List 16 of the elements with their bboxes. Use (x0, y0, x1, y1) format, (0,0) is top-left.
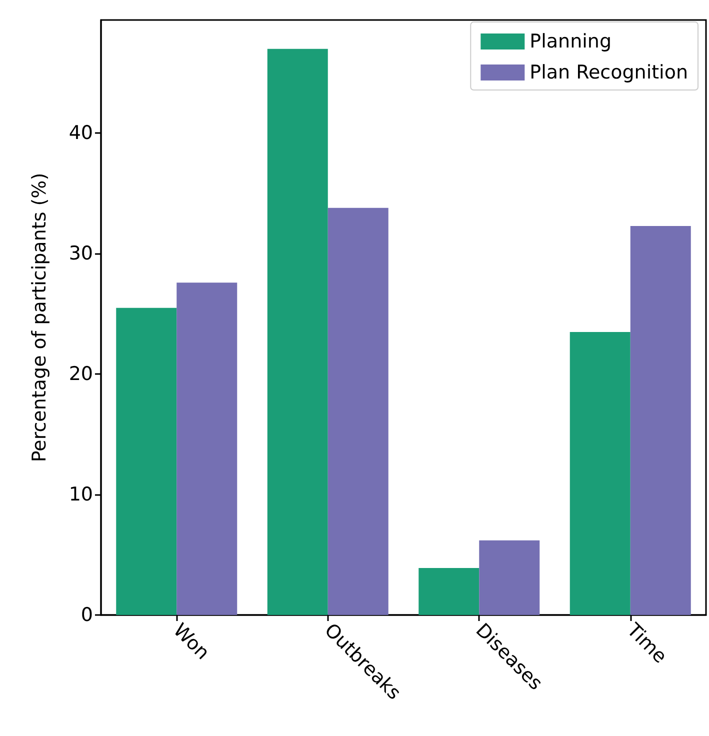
y-tick-label: 30 (68, 242, 93, 265)
bar (479, 540, 540, 615)
bar (570, 332, 630, 615)
legend-label: Planning (530, 30, 612, 52)
bar (116, 308, 177, 615)
y-tick-label: 40 (68, 122, 93, 144)
bar (630, 226, 691, 615)
bar (328, 208, 388, 615)
y-axis-title: Percentage of participants (%) (28, 172, 50, 462)
y-tick-label: 20 (68, 363, 93, 386)
y-tick-label: 0 (80, 604, 93, 626)
y-tick-label: 10 (68, 484, 93, 506)
bar (418, 568, 480, 615)
bar (267, 48, 328, 615)
bar (176, 282, 238, 615)
legend-label: Plan Recognition (530, 62, 688, 84)
